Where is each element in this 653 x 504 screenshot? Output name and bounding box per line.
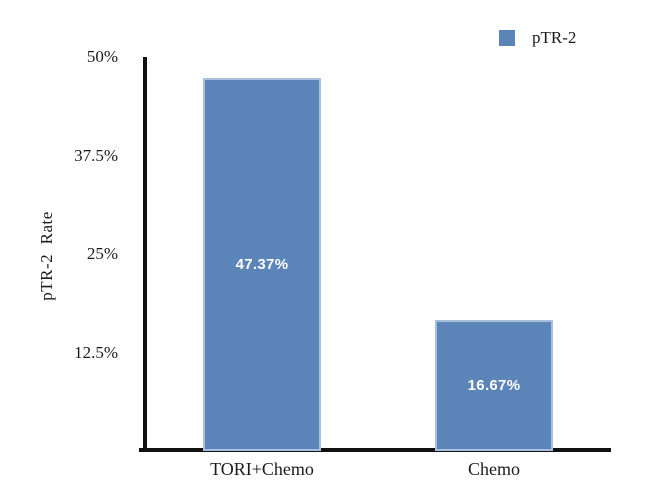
x-category-label: TORI+Chemo (210, 459, 314, 479)
bar-tori-chemo: 47.37% (203, 77, 321, 451)
x-category-label: Chemo (468, 459, 520, 479)
y-tick-label: 37.5% (74, 145, 118, 165)
y-tick-label: 12.5% (74, 342, 118, 362)
legend: pTR-2 (499, 29, 576, 46)
legend-label-ptr2: pTR-2 (532, 28, 577, 47)
y-axis-line (143, 57, 147, 452)
x-axis-line (139, 448, 611, 452)
legend-swatch-ptr2-icon (499, 29, 515, 46)
bar-value-label: 47.37% (235, 255, 289, 273)
y-tick-label: 25% (86, 244, 118, 263)
bar-value-label: 16.67% (467, 376, 521, 394)
bar-chemo: 16.67% (435, 319, 553, 451)
y-tick-label: 50% (86, 47, 118, 66)
